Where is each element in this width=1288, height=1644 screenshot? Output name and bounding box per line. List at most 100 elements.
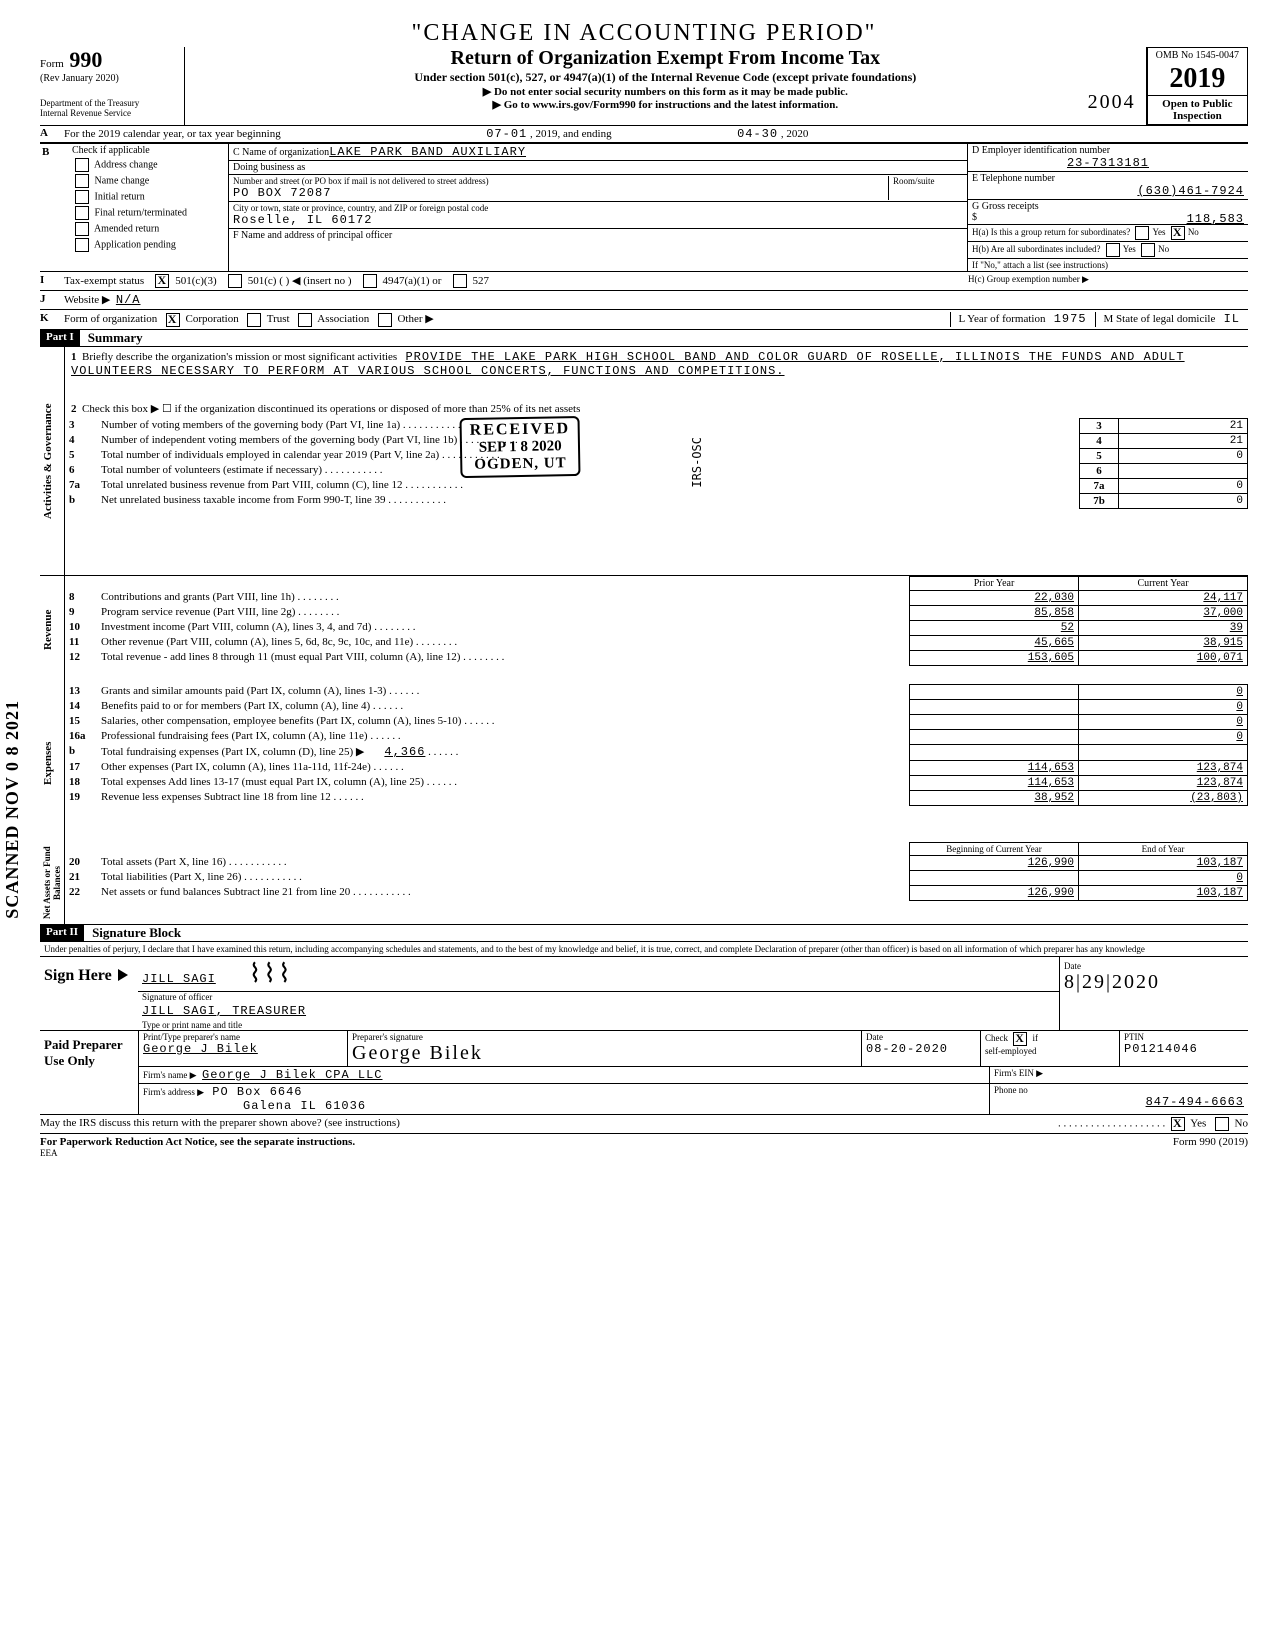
prep-date: 08-20-2020: [866, 1042, 976, 1056]
prep-sig-label: Preparer's signature: [352, 1032, 857, 1042]
line-i-text: Tax-exempt status: [64, 275, 144, 287]
discuss-yes-label: Yes: [1190, 1117, 1206, 1129]
check-application-pending[interactable]: [75, 238, 89, 252]
l-label: L Year of formation: [959, 313, 1046, 325]
revenue-row: 9 Program service revenue (Part VIII, li…: [65, 605, 1248, 620]
firm-addr-label: Firm's address ▶: [143, 1087, 204, 1097]
part2-label: Part II: [40, 925, 84, 941]
paid-preparer-label: Paid Preparer Use Only: [40, 1031, 138, 1114]
netassets-row: 22 Net assets or fund balances Subtract …: [65, 885, 1248, 900]
gov-row: 3 Number of voting members of the govern…: [65, 418, 1248, 433]
check-address-change[interactable]: [75, 158, 89, 172]
part1-title: Summary: [80, 330, 143, 346]
check-501c3[interactable]: [155, 274, 169, 288]
expense-row: 19 Revenue less expenses Subtract line 1…: [65, 790, 1248, 805]
prep-date-label: Date: [866, 1032, 976, 1042]
scanned-stamp: SCANNED NOV 0 8 2021: [2, 700, 23, 919]
line-j-text: Website ▶: [64, 294, 110, 306]
gov-row: b Net unrelated business taxable income …: [65, 493, 1248, 508]
phone-label: Phone no: [994, 1085, 1244, 1095]
line1-label: Briefly describe the organization's miss…: [82, 351, 397, 363]
dept-treasury: Department of the Treasury: [40, 98, 180, 108]
part2-title: Signature Block: [84, 925, 181, 941]
col-begin: Beginning of Current Year: [910, 842, 1079, 855]
check-4947[interactable]: [363, 274, 377, 288]
perjury-text: Under penalties of perjury, I declare th…: [40, 942, 1248, 957]
opt-4947: 4947(a)(1) or: [383, 275, 442, 287]
check-name-change[interactable]: [75, 174, 89, 188]
check-amended-label: Amended return: [94, 223, 159, 234]
hc-label: H(c) Group exemption number ▶: [968, 274, 1248, 288]
line-a-end: 04-30: [737, 127, 778, 141]
sig-of-officer-label: Signature of officer: [138, 992, 1059, 1002]
opt-other: Other ▶: [397, 313, 433, 325]
self-employed-label: self-employed: [985, 1046, 1036, 1056]
check-assoc[interactable]: [298, 313, 312, 327]
check-final-label: Final return/terminated: [95, 207, 187, 218]
discuss-yes[interactable]: [1171, 1117, 1185, 1131]
check-trust[interactable]: [247, 313, 261, 327]
netassets-row: 21 Total liabilities (Part X, line 26) .…: [65, 870, 1248, 885]
e-value: (630)461-7924: [972, 184, 1244, 198]
check-other[interactable]: [378, 313, 392, 327]
check-pending-label: Application pending: [94, 239, 176, 250]
line2-text: Check this box ▶ ☐ if the organization d…: [82, 403, 580, 415]
opt-trust: Trust: [267, 313, 290, 325]
form-subtitle: Under section 501(c), 527, or 4947(a)(1)…: [185, 70, 1146, 85]
check-initial-label: Initial return: [95, 191, 145, 202]
revenue-row: 12 Total revenue - add lines 8 through 1…: [65, 650, 1248, 665]
hb-label: H(b) Are all subordinates included?: [972, 244, 1100, 254]
side-netassets: Net Assets or Fund Balances: [40, 842, 64, 924]
g-label: G Gross receipts: [972, 201, 1039, 212]
type-title-label: Type or print name and title: [138, 1020, 1059, 1030]
yes-label2: Yes: [1123, 244, 1136, 254]
side-revenue: Revenue: [40, 576, 56, 684]
revenue-row: 8 Contributions and grants (Part VIII, l…: [65, 590, 1248, 605]
check-corp[interactable]: [166, 313, 180, 327]
opt-501c: 501(c) (: [248, 275, 283, 287]
yes-label: Yes: [1152, 227, 1165, 237]
open-public-1: Open to Public: [1154, 98, 1241, 110]
line-a-end2: , 2020: [781, 128, 809, 140]
ha-no[interactable]: [1171, 226, 1185, 240]
check-final-return[interactable]: [75, 206, 89, 220]
gov-row: 4 Number of independent voting members o…: [65, 433, 1248, 448]
discuss-no[interactable]: [1215, 1117, 1229, 1131]
city-label: City or town, state or province, country…: [233, 203, 963, 213]
col-current: Current Year: [1079, 576, 1248, 590]
netassets-row: 20 Total assets (Part X, line 16) . . . …: [65, 855, 1248, 870]
check-address-label: Address change: [94, 159, 158, 170]
e-label: E Telephone number: [972, 173, 1244, 184]
expense-row: 16a Professional fundraising fees (Part …: [65, 729, 1248, 744]
d-label: D Employer identification number: [972, 145, 1244, 156]
opt-corp: Corporation: [186, 313, 239, 325]
date-label: Date: [1064, 961, 1244, 971]
ha-yes[interactable]: [1135, 226, 1149, 240]
expense-row: 13 Grants and similar amounts paid (Part…: [65, 684, 1248, 699]
dba-label: Doing business as: [229, 161, 967, 175]
received-word: RECEIVED: [470, 420, 571, 440]
sign-here: Sign Here: [44, 967, 114, 985]
c-value: LAKE PARK BAND AUXILIARY: [329, 145, 526, 159]
handwritten-title: "CHANGE IN ACCOUNTING PERIOD": [412, 20, 877, 46]
line-i-label: I: [40, 274, 64, 288]
hb-yes[interactable]: [1106, 243, 1120, 257]
form-footer: Form 990 (2019): [1173, 1136, 1248, 1148]
firm-name: George J Bilek CPA LLC: [202, 1068, 382, 1082]
check-amended-return[interactable]: [75, 222, 89, 236]
arrow-icon: [118, 969, 128, 981]
check-501c[interactable]: [228, 274, 242, 288]
dept-irs: Internal Revenue Service: [40, 108, 180, 118]
irs-osc-stamp: IRS-OSC: [690, 437, 704, 488]
check-initial-return[interactable]: [75, 190, 89, 204]
street-label: Number and street (or PO box if mail is …: [233, 176, 888, 186]
hb-no[interactable]: [1141, 243, 1155, 257]
l-value: 1975: [1054, 312, 1087, 326]
received-date: SEP 1 8 2020: [470, 438, 571, 457]
firm-addr1: PO Box 6646: [212, 1085, 302, 1099]
check-self-employed[interactable]: [1013, 1032, 1027, 1046]
check-527[interactable]: [453, 274, 467, 288]
opt-527: 527: [472, 275, 489, 287]
open-public-2: Inspection: [1154, 110, 1241, 122]
phone-value: 847-494-6663: [994, 1095, 1244, 1109]
